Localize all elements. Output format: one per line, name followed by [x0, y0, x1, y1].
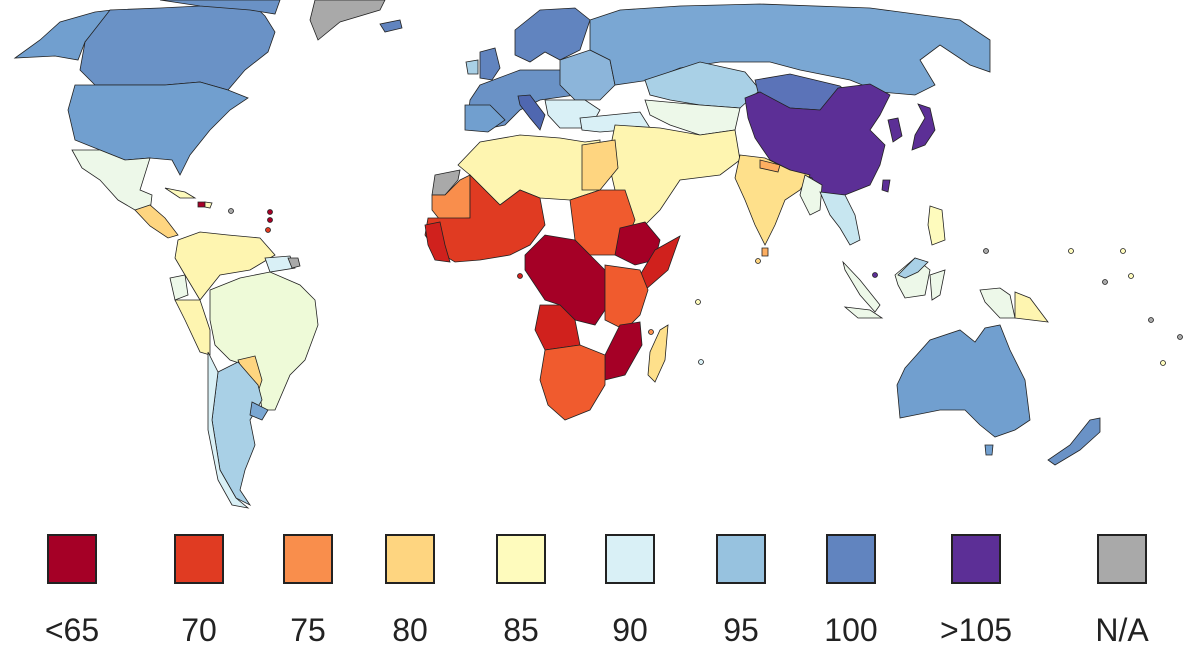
- legend-swatch-na: [1097, 534, 1147, 584]
- legend-swatch-100: [826, 534, 876, 584]
- legend-swatch-70: [174, 534, 224, 584]
- legend-swatch-90: [605, 534, 655, 584]
- island: [267, 209, 273, 215]
- region-madagascar: [647, 324, 669, 383]
- region-mexico: [71, 149, 153, 213]
- region-nepal: [759, 159, 781, 173]
- island: [265, 227, 271, 233]
- region-java: [843, 306, 884, 319]
- legend-label: >105: [939, 612, 1013, 648]
- region-somalia: [639, 235, 681, 291]
- island: [872, 272, 878, 278]
- region-japan: [911, 103, 936, 151]
- region-guianas: [264, 255, 296, 273]
- region-new-zealand: [1047, 417, 1101, 466]
- region-western-sahara: [431, 169, 461, 196]
- world-map: [13, 0, 1183, 509]
- region-australia: [896, 324, 1031, 438]
- legend-label: 100: [824, 612, 878, 648]
- region-canada-islands: [159, 0, 281, 15]
- region-chile: [207, 351, 250, 509]
- region-southern-africa: [539, 344, 606, 421]
- island: [1148, 317, 1154, 323]
- region-iceland: [379, 19, 403, 33]
- legend-swatch-lt65: [47, 534, 97, 584]
- region-peru: [174, 299, 211, 356]
- region-sulawesi: [929, 269, 946, 301]
- region-cuba: [164, 187, 197, 199]
- region-east-africa: [604, 264, 649, 331]
- island: [648, 329, 654, 335]
- region-central-america: [134, 204, 179, 239]
- region-tasmania: [984, 444, 994, 456]
- region-mozambique: [604, 321, 643, 381]
- region-sri-lanka: [761, 247, 769, 257]
- region-malaysia-borneo: [897, 257, 929, 279]
- region-taiwan: [881, 179, 891, 193]
- island: [267, 217, 273, 223]
- region-french-guiana: [287, 257, 301, 269]
- region-uruguay: [249, 401, 269, 421]
- legend-label: 85: [503, 612, 539, 648]
- region-philippines: [927, 205, 946, 246]
- region-canada: [79, 1, 276, 91]
- legend-swatch-gt105: [951, 534, 1001, 584]
- legend-label: 80: [392, 612, 428, 648]
- region-guinea-coast: [424, 221, 451, 263]
- region-italy: [517, 94, 546, 131]
- region-argentina: [211, 361, 263, 507]
- region-korea: [887, 117, 903, 143]
- region-iberia: [464, 104, 506, 133]
- legend-label: 90: [612, 612, 648, 648]
- island: [983, 248, 989, 254]
- island: [1160, 360, 1166, 366]
- legend-label: <65: [44, 612, 100, 648]
- region-india: [734, 154, 811, 246]
- legend-swatch-80: [385, 534, 435, 584]
- region-colombia-venezuela: [174, 231, 276, 301]
- legend: <65 70 75 80 85 90 95 100 >105 N/A: [0, 532, 1200, 648]
- legend-label: 95: [723, 612, 759, 648]
- region-scandinavia: [514, 7, 591, 63]
- region-se-asia: [819, 191, 861, 246]
- region-ecuador: [169, 274, 189, 301]
- region-brazil: [209, 271, 319, 411]
- region-central-africa: [524, 234, 606, 326]
- island: [228, 208, 234, 214]
- legend-swatch-85: [496, 534, 546, 584]
- island: [1068, 248, 1074, 254]
- legend-swatch-95: [716, 534, 766, 584]
- region-russia: [589, 3, 991, 96]
- region-egypt: [581, 139, 619, 191]
- island: [1102, 279, 1108, 285]
- legend-swatch-75: [283, 534, 333, 584]
- island: [1128, 273, 1134, 279]
- region-sumatra: [842, 260, 881, 313]
- island: [1120, 248, 1126, 254]
- region-png: [1014, 291, 1049, 323]
- region-ireland: [465, 59, 479, 75]
- island: [698, 359, 704, 365]
- region-papua: [979, 287, 1016, 319]
- island: [755, 258, 761, 264]
- island: [517, 273, 523, 279]
- region-myanmar: [799, 174, 823, 216]
- legend-label: N/A: [1095, 612, 1149, 648]
- island: [695, 299, 701, 305]
- region-haiti: [197, 201, 206, 208]
- island: [1177, 334, 1183, 340]
- region-usa: [67, 81, 249, 176]
- region-greenland: [309, 0, 386, 41]
- region-uk: [479, 47, 501, 81]
- legend-label: 75: [290, 612, 326, 648]
- region-dominican: [204, 201, 213, 209]
- legend-label: 70: [181, 612, 217, 648]
